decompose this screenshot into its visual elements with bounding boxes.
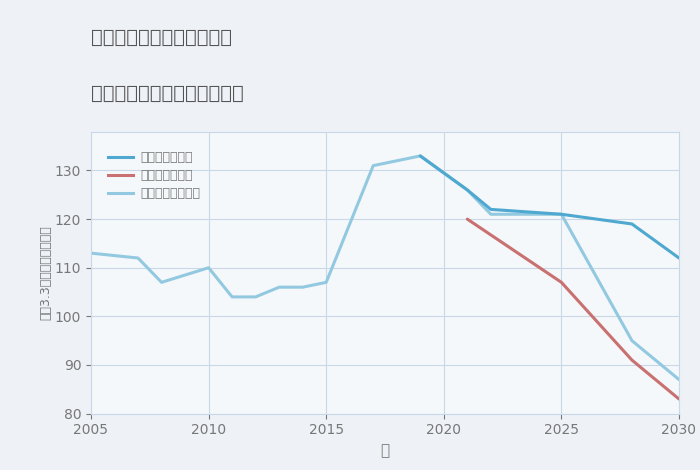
Y-axis label: 坪（3.3㎡）単価（万円）: 坪（3.3㎡）単価（万円） [39,225,52,320]
X-axis label: 年: 年 [380,443,390,458]
Text: 愛知県稲沢市平和町西光坊の: 愛知県稲沢市平和町西光坊の [91,85,244,103]
Text: 中古マンションの価格推移: 中古マンションの価格推移 [91,28,232,47]
Legend: グッドシナリオ, バッドシナリオ, ノーマルシナリオ: グッドシナリオ, バッドシナリオ, ノーマルシナリオ [103,146,206,205]
